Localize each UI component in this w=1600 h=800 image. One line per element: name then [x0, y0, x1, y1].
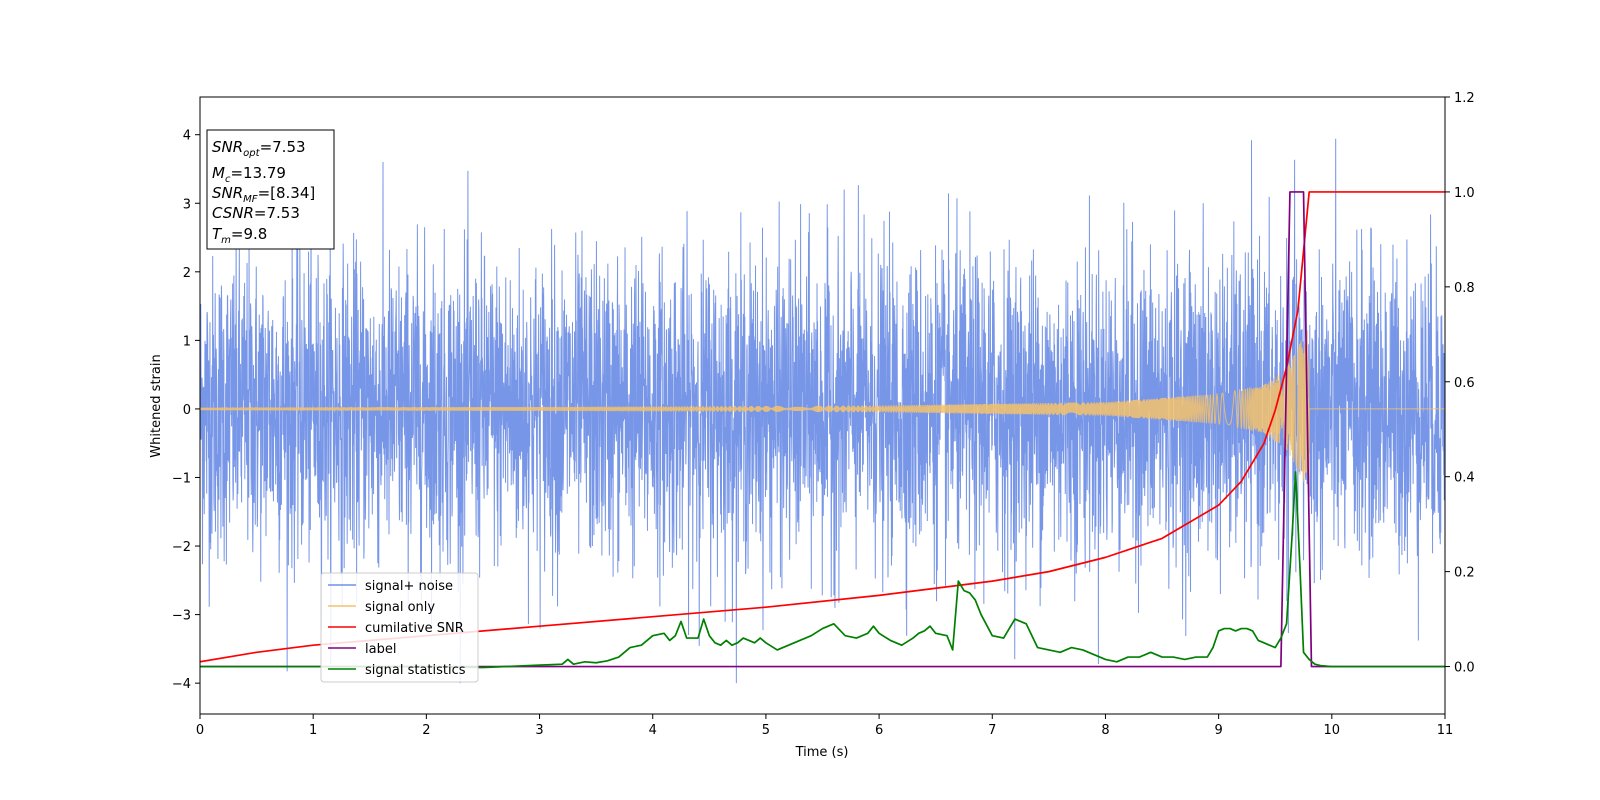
annotation-mc: Mc=13.79 — [212, 164, 286, 185]
x-tick-label: 10 — [1324, 723, 1341, 738]
y-axis-left: −4 −3 −2 −1 0 1 2 3 4 — [172, 129, 200, 692]
y2-tick-label: 1.0 — [1454, 186, 1475, 201]
annotation-snr-opt: SNRopt=7.53 — [212, 138, 306, 159]
y-tick-label: −1 — [172, 471, 191, 486]
plot-frame — [199, 96, 1446, 715]
series-signal-only — [200, 330, 1445, 495]
annotation-tm: Tm=9.8 — [212, 225, 267, 246]
x-tick-label: 7 — [988, 723, 996, 738]
x-axis-label: Time (s) — [795, 745, 849, 760]
x-axis: 0 1 2 3 4 5 6 7 8 9 10 11 — [196, 714, 1453, 738]
y2-tick-label: 0.2 — [1454, 566, 1475, 581]
y-tick-label: −4 — [172, 677, 191, 692]
series-signal-noise — [200, 138, 1445, 684]
y2-tick-label: 1.2 — [1454, 91, 1475, 106]
x-tick-label: 3 — [535, 723, 543, 738]
y2-tick-label: 0.0 — [1454, 661, 1475, 676]
x-tick-label: 6 — [875, 723, 883, 738]
legend-label-signal-statistics: signal statistics — [365, 663, 466, 678]
y-tick-label: 0 — [183, 403, 191, 418]
y-tick-label: −3 — [172, 609, 191, 624]
y-axis-label: Whitened strain — [149, 354, 164, 457]
annotation-box: SNRopt=7.53 Mc=13.79 SNRMF=[8.34] CSNR=7… — [206, 129, 335, 250]
annotation-snr-mf: SNRMF=[8.34] — [212, 184, 315, 205]
annotation-frame — [206, 129, 335, 250]
legend-label-cumulative-snr: cumilative SNR — [365, 621, 464, 636]
y2-tick-label: 0.8 — [1454, 281, 1475, 296]
x-tick-label: 5 — [762, 723, 770, 738]
x-tick-label: 4 — [649, 723, 657, 738]
legend-label-signal-only: signal only — [365, 600, 435, 615]
y2-tick-label: 0.6 — [1454, 376, 1475, 391]
y-tick-label: 1 — [183, 334, 191, 349]
legend-label-label: label — [365, 642, 396, 657]
legend-frame — [320, 572, 479, 683]
x-tick-label: 0 — [196, 723, 204, 738]
legend-label-signal-noise: signal+ noise — [365, 579, 453, 594]
y-axis-right: 0.0 0.2 0.4 0.6 0.8 1.0 1.2 — [1445, 91, 1475, 676]
y-tick-label: 3 — [183, 197, 191, 212]
legend: signal+ noise signal only cumilative SNR… — [320, 572, 479, 683]
series-signal-statistics — [200, 471, 1445, 669]
x-tick-label: 8 — [1101, 723, 1109, 738]
x-tick-label: 1 — [309, 723, 317, 738]
y2-tick-label: 0.4 — [1454, 471, 1475, 486]
y-tick-label: 4 — [183, 129, 191, 144]
y-tick-label: −2 — [172, 540, 191, 555]
x-tick-label: 11 — [1437, 723, 1454, 738]
x-tick-label: 9 — [1214, 723, 1222, 738]
y-tick-label: 2 — [183, 266, 191, 281]
x-tick-label: 2 — [422, 723, 430, 738]
annotation-csnr: CSNR=7.53 — [212, 204, 300, 222]
